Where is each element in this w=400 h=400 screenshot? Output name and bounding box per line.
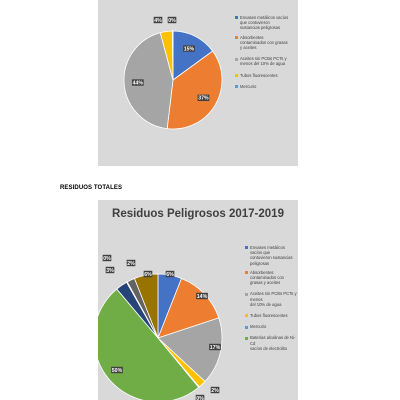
data-label-bg-3 <box>131 79 144 86</box>
pie-chart-2: 6% 14% 17% 2% 0% 50% 3% 0% 2% 6% <box>98 254 223 400</box>
data-label-2: 37% <box>198 96 209 102</box>
legend-label: Envases metálicos vacíos que contuvieron… <box>250 245 293 266</box>
pie-slice-6 <box>98 288 200 400</box>
legend-swatch <box>235 36 238 39</box>
pie-slice-5 <box>172 30 174 81</box>
legend-label: Absorbentes contaminados con grasas y ac… <box>250 269 284 286</box>
legend-label: Baterías alcalinas de Ni-Cd vacíos de el… <box>250 335 296 351</box>
data-label-bg-10 <box>143 270 153 278</box>
pie-chart-1: 15% 37% 44% 4% 0% <box>123 16 223 130</box>
data-label-4: 2% <box>211 388 219 394</box>
data-label-bg-6 <box>111 366 123 374</box>
data-label-bg-1 <box>165 270 175 278</box>
legend-item: Mercurio <box>235 84 297 89</box>
data-label-8: 0% <box>103 256 111 262</box>
legend-item: Absorbentes contaminados con grasas y ac… <box>245 270 297 286</box>
data-label-bg-3 <box>209 343 221 351</box>
legend-swatch <box>235 74 238 78</box>
data-label-10: 6% <box>144 272 152 278</box>
section-label: RESIDUOS TOTALES <box>60 185 123 191</box>
data-label-bg-5 <box>195 394 205 400</box>
data-label-5: 0% <box>168 18 176 24</box>
legend-swatch <box>235 57 238 61</box>
data-label-bg-2 <box>196 292 208 300</box>
legend-swatch <box>245 246 248 250</box>
legend-label: Envases metálicos vacíos que contuvieron… <box>240 15 289 31</box>
data-label-2: 14% <box>197 294 208 300</box>
data-label-7: 3% <box>106 268 114 274</box>
data-label-bg-4 <box>153 16 163 24</box>
chart-panel-1: 15% 37% 44% 4% 0% Envases metálicos vacíos q… <box>98 0 298 166</box>
pie-slice-3 <box>157 317 223 382</box>
legend-label: Aceites sin PCBs PCTs y menos del 10% de… <box>240 56 287 67</box>
legend-item: Envases metálicos vacíos que contuvieron… <box>245 245 297 266</box>
data-label-1: 6% <box>166 272 174 278</box>
data-label-bg-1 <box>183 45 195 52</box>
data-label-3: 17% <box>210 345 221 351</box>
legend-label: Mercurio <box>250 324 267 330</box>
legend-label: Tubos fluorescentes <box>250 313 288 319</box>
legend-swatch <box>245 271 248 275</box>
data-label-bg-4 <box>210 386 220 394</box>
legend-1: Envases metálicos vacíos que contuvieron… <box>235 15 297 95</box>
legend-swatch <box>235 16 238 20</box>
legend-label: Mercurio <box>240 83 257 89</box>
pie-slice-3 <box>123 32 174 130</box>
data-label-4: 4% <box>154 18 162 24</box>
legend-label: Absorbentes contaminados con grasas y ac… <box>240 34 288 51</box>
legend-item: Aceites sin PCBs PCTs y menos del 10% de… <box>245 291 297 307</box>
legend-item: Baterías alcalinas de Ni-Cd vacíos de el… <box>245 335 297 351</box>
data-label-1: 15% <box>184 46 195 52</box>
legend-item: Envases metálicos vacíos que contuvieron… <box>235 15 297 31</box>
legend-label: Aceites sin PCBs PCTs y menos del 10% de… <box>250 291 297 307</box>
data-label-bg-9 <box>126 259 136 267</box>
data-label-bg-8 <box>102 254 112 262</box>
data-label-bg-7 <box>105 266 115 274</box>
legend-swatch <box>245 336 248 340</box>
data-label-9: 2% <box>127 261 135 267</box>
data-label-bg-5 <box>167 16 177 24</box>
data-label-5: 0% <box>196 396 204 400</box>
legend-item: Absorbentes contaminados con grasas y ac… <box>235 35 297 51</box>
legend-item: Aceites sin PCBs PCTs y menos del 10% de… <box>235 56 297 66</box>
legend-item: Tubos fluorescentes <box>235 73 297 78</box>
chart-panel-2: Residuos Peligrosos 2017-2019 6% 14% 17% 2%… <box>98 200 298 400</box>
legend-swatch <box>245 314 248 318</box>
legend-swatch <box>245 325 248 329</box>
legend-2: Envases metálicos vacíos que contuvieron… <box>245 245 297 357</box>
legend-item: Mercurio <box>245 324 297 329</box>
legend-swatch <box>235 85 238 89</box>
chart-title: Residuos Peligrosos 2017-2019 <box>112 208 284 220</box>
data-label-6: 50% <box>112 368 123 374</box>
data-label-bg-2 <box>197 94 210 102</box>
legend-item: Tubos fluorescentes <box>245 313 297 318</box>
data-label-3: 44% <box>133 80 144 86</box>
legend-swatch <box>245 292 248 296</box>
pie-slice-2 <box>166 50 223 130</box>
legend-label: Tubos fluorescentes <box>240 72 278 78</box>
